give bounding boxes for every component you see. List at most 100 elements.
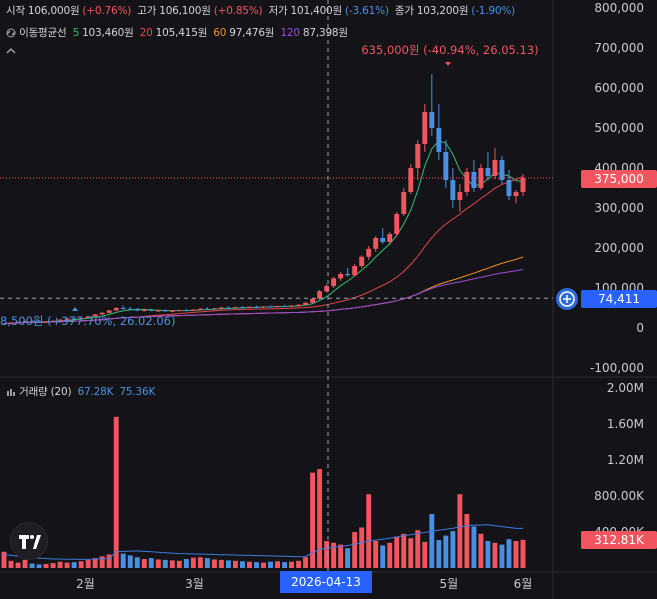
volume-bar	[296, 560, 302, 568]
volume-tick-label: 1.20M	[607, 453, 644, 467]
candle-body	[155, 310, 161, 312]
candle-body	[471, 172, 477, 188]
volume-ma-line	[3, 524, 523, 560]
candle-body	[520, 178, 526, 192]
volume-bar	[127, 555, 133, 568]
candle-body	[148, 310, 154, 311]
candle-body	[64, 318, 70, 320]
candle-body	[275, 306, 280, 307]
price-tick-label: -100,000	[590, 361, 644, 375]
time-tick-label: 3월	[185, 577, 204, 591]
candle-body	[380, 238, 386, 242]
collapse-legend[interactable]	[6, 45, 16, 57]
candle-body	[296, 304, 302, 306]
volume-bar	[50, 563, 56, 568]
candle-body	[401, 192, 407, 214]
candle-body	[485, 168, 491, 176]
candle-body	[190, 309, 196, 311]
volume-bar	[155, 559, 161, 568]
volume-tick-label: 1.60M	[607, 417, 644, 431]
volume-bar	[338, 544, 344, 568]
candle-body	[310, 298, 316, 303]
candle-body	[394, 214, 400, 234]
ma60-value: 97,476원	[229, 27, 275, 39]
candle-body	[324, 286, 330, 292]
ma20-line	[3, 175, 524, 325]
candle-body	[120, 308, 126, 309]
price-tick-label: 300,000	[594, 201, 644, 215]
candle-body	[240, 307, 245, 309]
volume-bar	[352, 532, 358, 568]
volume-bar	[183, 559, 189, 568]
volume-legend: 거래량 (20) 67.28K 75.36K	[6, 384, 158, 399]
candle-body	[422, 112, 428, 144]
volume-bar	[520, 539, 526, 568]
volume-bar	[457, 494, 463, 568]
volume-bar	[29, 563, 35, 568]
volume-bar	[204, 558, 210, 568]
volume-bar	[197, 557, 203, 568]
price-tick-label: 700,000	[594, 41, 644, 55]
open-change: (+0.76%)	[82, 5, 132, 17]
volume-bar	[387, 542, 393, 568]
link-icon[interactable]	[6, 28, 16, 38]
candle-body	[176, 310, 182, 311]
time-tick-label: 2월	[76, 577, 95, 591]
candle-body	[169, 310, 175, 312]
crosshair-date-label: 2026-04-13	[280, 571, 372, 593]
candle-body	[506, 180, 512, 196]
candle-body	[78, 318, 84, 319]
candle-body	[8, 322, 14, 324]
candle-body	[22, 321, 28, 323]
volume-bar	[478, 533, 484, 568]
candle-body	[43, 321, 49, 323]
candle-body	[29, 321, 35, 323]
ma120-line	[3, 269, 524, 325]
tradingview-logo-icon[interactable]	[10, 522, 48, 560]
high-change: (+0.85%)	[213, 5, 263, 17]
volume-bar	[254, 562, 259, 568]
chevron-up-icon[interactable]	[6, 46, 16, 56]
volume-settings-icon[interactable]	[6, 387, 16, 397]
volume-bar	[317, 469, 323, 568]
candle-body	[85, 316, 91, 318]
candle-body	[359, 256, 365, 266]
volume-bar	[141, 559, 147, 568]
add-alert-icon[interactable]	[556, 288, 578, 310]
volume-bar	[394, 536, 400, 568]
volume-bar	[345, 548, 351, 568]
low-annotation: 8,500원 (+377.70%, 26.02.06)	[0, 314, 175, 328]
candle-body	[254, 306, 259, 308]
price-tick-label: 200,000	[594, 241, 644, 255]
volume-bar	[57, 561, 63, 568]
volume-tick-label: 2.00M	[607, 381, 644, 395]
volume-bar	[134, 557, 140, 568]
volume-last-label: 312.81K	[581, 531, 657, 549]
candle-body	[338, 274, 344, 279]
volume-bar	[190, 557, 196, 568]
volume-bar	[513, 541, 519, 568]
low-value: 101,400원	[290, 5, 343, 17]
volume-bar	[225, 560, 231, 568]
candle-body	[415, 144, 421, 168]
high-marker-icon	[445, 62, 451, 66]
volume-bar	[71, 562, 77, 568]
high-value: 106,100원	[159, 5, 211, 17]
volume-bar	[85, 559, 91, 568]
candle-body	[513, 192, 519, 196]
volume-bar	[247, 561, 252, 568]
candle-body	[443, 152, 449, 180]
volume-tick-label: 800.00K	[594, 489, 645, 503]
candle-body	[429, 112, 435, 128]
candle-body	[134, 309, 140, 311]
ma20-value: 105,415원	[155, 27, 208, 39]
volume-bar	[22, 559, 28, 568]
volume-bar	[464, 514, 470, 568]
volume-bar	[436, 540, 442, 568]
ma5-value: 103,460원	[82, 27, 134, 39]
volume-legend-title: 거래량 (20)	[19, 386, 72, 398]
candle-body	[282, 306, 287, 307]
candle-body	[457, 192, 463, 200]
candle-body	[162, 310, 168, 312]
volume-bar	[176, 560, 182, 568]
